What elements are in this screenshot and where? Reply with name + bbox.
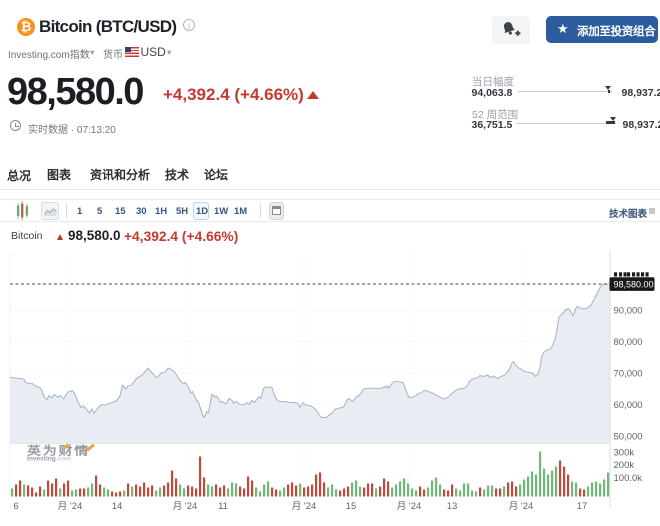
svg-text:80,000: 80,000 <box>614 337 643 348</box>
svg-text:300k: 300k <box>614 448 635 459</box>
svg-text:70,000: 70,000 <box>614 369 643 380</box>
svg-text:6: 6 <box>13 501 18 512</box>
svg-text:月 '24: 月 '24 <box>292 501 317 512</box>
svg-text:200k: 200k <box>614 460 635 471</box>
svg-text:月 '24: 月 '24 <box>397 501 422 512</box>
svg-text:17: 17 <box>577 501 588 512</box>
svg-text:100.0k: 100.0k <box>614 473 643 484</box>
svg-text:50,000: 50,000 <box>614 432 643 443</box>
svg-text:98,580.00: 98,580.00 <box>614 279 654 289</box>
svg-text:11: 11 <box>218 501 228 512</box>
svg-text:月 '24: 月 '24 <box>509 501 534 512</box>
svg-text:60,000: 60,000 <box>614 400 643 411</box>
svg-text:15: 15 <box>346 501 357 512</box>
svg-text:14: 14 <box>112 501 123 512</box>
svg-text:月 '24: 月 '24 <box>173 501 198 512</box>
svg-text:13: 13 <box>447 501 458 512</box>
svg-text:90,000: 90,000 <box>614 306 643 317</box>
svg-text:月 '24: 月 '24 <box>58 501 83 512</box>
